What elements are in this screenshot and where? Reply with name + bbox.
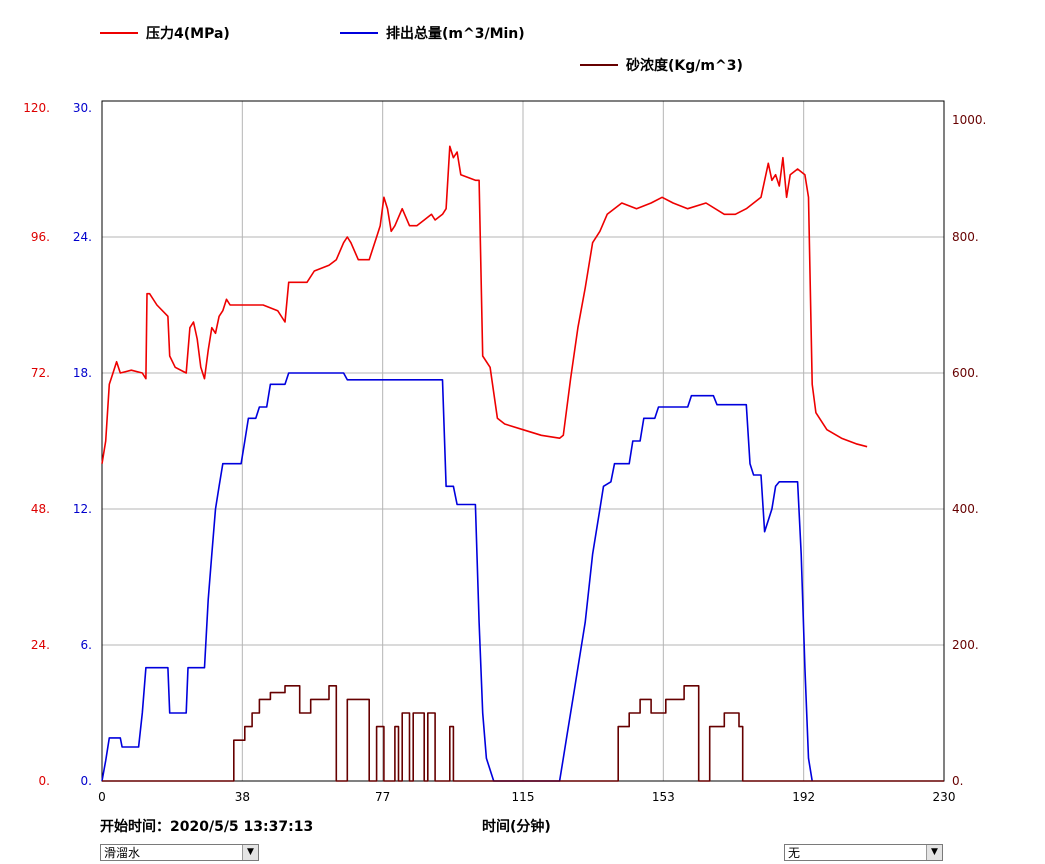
x-tick-label: 153 xyxy=(652,790,675,804)
legend-pressure: 压力4(MPa) xyxy=(100,23,230,43)
y-tick-label-sand: 800. xyxy=(952,230,979,244)
y-tick-label-flow: 0. xyxy=(81,774,92,788)
y-tick-label-flow: 18. xyxy=(73,366,92,380)
series-pressure-line xyxy=(101,145,868,464)
y-tick-label-sand: 1000. xyxy=(952,113,986,127)
legend-flow-swatch xyxy=(340,32,378,34)
legend-flow-label: 排出总量(m^3/Min) xyxy=(386,26,525,42)
fluid-type-value: 滑溜水 xyxy=(104,846,141,860)
start-time-label: 开始时间： xyxy=(100,819,170,835)
legend-sand-swatch xyxy=(580,64,618,66)
fluid-type-select[interactable]: 滑溜水 ▼ xyxy=(100,844,259,861)
y-tick-label-sand: 400. xyxy=(952,502,979,516)
y-tick-label-flow: 12. xyxy=(73,502,92,516)
legend-pressure-label: 压力4(MPa) xyxy=(146,26,230,42)
y-tick-label-sand: 600. xyxy=(952,366,979,380)
x-tick-label: 192 xyxy=(792,790,815,804)
y-tick-label-pressure: 24. xyxy=(31,638,50,652)
y-tick-label-pressure: 72. xyxy=(31,366,50,380)
x-tick-label: 115 xyxy=(512,790,535,804)
secondary-value: 无 xyxy=(788,846,801,860)
series-sand-line xyxy=(102,684,944,782)
y-tick-label-flow: 6. xyxy=(81,638,92,652)
series-flow-line xyxy=(101,372,813,782)
x-tick-label: 38 xyxy=(235,790,250,804)
legend-pressure-swatch xyxy=(100,32,138,34)
start-time: 开始时间：2020/5/5 13:37:13 xyxy=(100,816,313,836)
chevron-down-icon[interactable]: ▼ xyxy=(242,845,258,860)
legend-sand: 砂浓度(Kg/m^3) xyxy=(580,55,743,75)
start-time-value: 2020/5/5 13:37:13 xyxy=(170,819,314,835)
y-tick-label-sand: 200. xyxy=(952,638,979,652)
legend-flow: 排出总量(m^3/Min) xyxy=(340,23,525,43)
legend-sand-label: 砂浓度(Kg/m^3) xyxy=(626,58,743,74)
chart: 0 38 77 115 153 192 230 0. 24. 48. 72. 96. 120. 0. 6. 1… xyxy=(23,100,986,804)
x-tick-label: 0 xyxy=(98,790,106,804)
chevron-down-icon[interactable]: ▼ xyxy=(926,845,942,860)
y-tick-label-pressure: 0. xyxy=(39,774,50,788)
y-tick-label-pressure: 96. xyxy=(31,230,50,244)
x-tick-label: 230 xyxy=(933,790,956,804)
y-tick-label-sand: 0. xyxy=(952,774,963,788)
y-tick-label-pressure: 48. xyxy=(31,502,50,516)
secondary-select[interactable]: 无 ▼ xyxy=(784,844,943,861)
y-tick-label-flow: 30. xyxy=(73,101,92,115)
axis-ticks: 0 38 77 115 153 192 230 0. 24. 48. 72. 96. 120. 0. 6. 1… xyxy=(23,101,986,804)
x-axis-title: 时间(分钟) xyxy=(482,819,551,835)
y-tick-label-flow: 24. xyxy=(73,230,92,244)
series-group xyxy=(101,145,944,782)
x-tick-label: 77 xyxy=(375,790,390,804)
y-tick-label-pressure: 120. xyxy=(23,101,50,115)
grid xyxy=(102,101,944,781)
